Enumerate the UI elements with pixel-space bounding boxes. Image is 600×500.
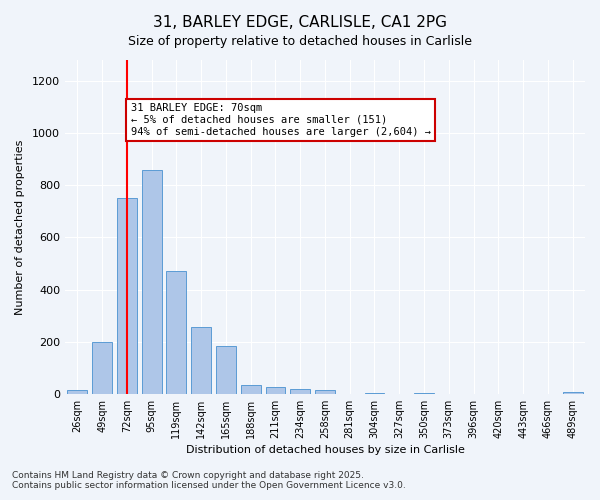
Bar (315, 390, 335, 394)
Y-axis label: Number of detached properties: Number of detached properties (15, 139, 25, 314)
X-axis label: Distribution of detached houses by size in Carlisle: Distribution of detached houses by size … (185, 445, 464, 455)
Bar (563, 392, 583, 394)
Text: Contains HM Land Registry data © Crown copyright and database right 2025.
Contai: Contains HM Land Registry data © Crown c… (12, 470, 406, 490)
Bar (142, 170, 161, 394)
Bar (414, 392, 434, 394)
Bar (365, 392, 385, 394)
Bar (67, 390, 87, 394)
Bar (191, 328, 211, 394)
Bar (166, 271, 186, 394)
Bar (290, 389, 310, 394)
Text: Size of property relative to detached houses in Carlisle: Size of property relative to detached ho… (128, 35, 472, 48)
Text: 31 BARLEY EDGE: 70sqm
← 5% of detached houses are smaller (151)
94% of semi-deta: 31 BARLEY EDGE: 70sqm ← 5% of detached h… (131, 104, 431, 136)
Text: 31, BARLEY EDGE, CARLISLE, CA1 2PG: 31, BARLEY EDGE, CARLISLE, CA1 2PG (153, 15, 447, 30)
Bar (216, 346, 236, 394)
Bar (241, 384, 260, 394)
Bar (92, 342, 112, 394)
Bar (266, 388, 286, 394)
Bar (117, 198, 137, 394)
